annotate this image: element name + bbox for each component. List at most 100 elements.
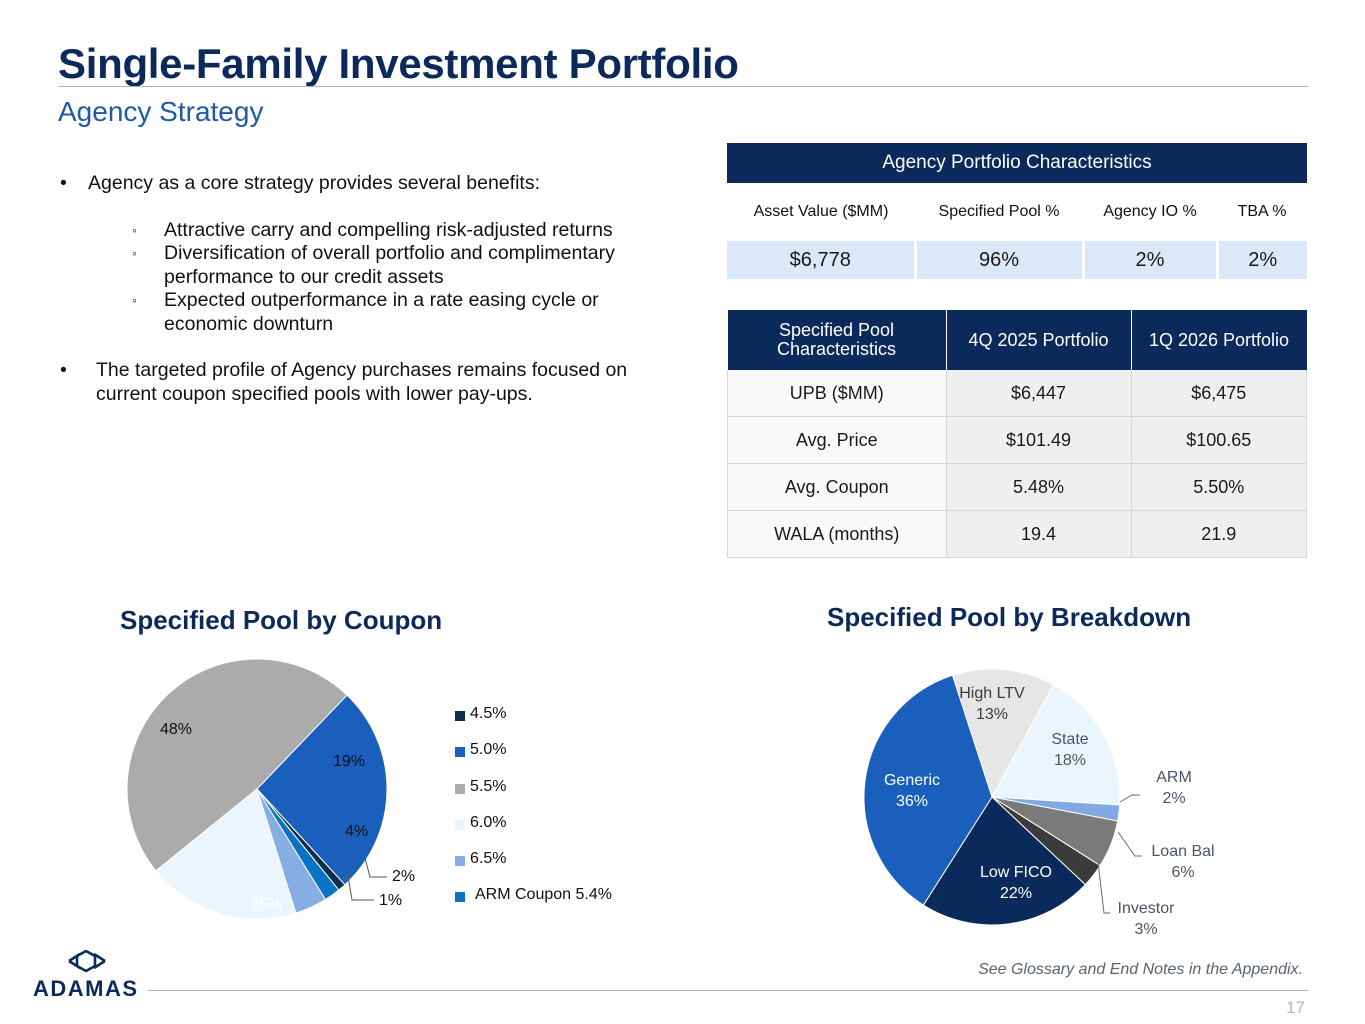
pie-slice — [256, 694, 388, 886]
sub-bullet-item: ◦ Attractive carry and compelling risk-ad… — [60, 219, 644, 243]
slice-label: 1% — [379, 892, 402, 909]
row-value-1q: $6,475 — [1131, 370, 1307, 417]
legend-label: 6.0% — [470, 813, 507, 831]
title-divider — [58, 86, 1308, 87]
slice-label: 19% — [333, 753, 365, 770]
leader-line — [1117, 831, 1142, 857]
row-value-1q: $100.65 — [1131, 416, 1307, 464]
slice-label: 6% — [1171, 864, 1194, 881]
row-value-1q: 21.9 — [1131, 510, 1307, 558]
row-value-4q: $101.49 — [946, 416, 1132, 464]
legend-label: 6.5% — [470, 850, 507, 868]
legend-swatch — [455, 892, 465, 903]
pie-slice — [256, 788, 340, 901]
legend-label: 5.5% — [470, 777, 507, 795]
agency-value-tba: 2% — [1217, 241, 1307, 279]
agency-portfolio-table: Agency Portfolio Characteristics Asset V… — [727, 143, 1307, 279]
legend-label: 4.5% — [470, 705, 507, 722]
agency-value-agency-io: 2% — [1083, 241, 1219, 279]
sub-bullet-text: Diversification of overall portfolio and… — [164, 242, 615, 288]
agency-col-tba: TBA % — [1237, 203, 1287, 220]
agency-col-asset-value: Asset Value ($MM) — [753, 203, 889, 220]
sub-bullet-text: Attractive carry and compelling risk-adj… — [164, 218, 613, 241]
row-value-4q: 19.4 — [946, 510, 1132, 558]
table-row: Avg. Price $101.49 $100.65 — [727, 416, 1307, 464]
footnote: See Glossary and End Notes in the Append… — [978, 961, 1303, 978]
spec-col-1q-2026: 1Q 2026 Portfolio — [1131, 310, 1307, 370]
slice-name: High LTV — [959, 685, 1025, 702]
circle-bullet-icon: ◦ — [132, 292, 137, 308]
pie-slice — [155, 788, 297, 920]
footer-divider — [148, 990, 1308, 991]
slice-label: 18% — [1054, 752, 1086, 769]
row-value-1q: 5.50% — [1131, 463, 1307, 511]
agency-value-specified-pool: 96% — [915, 241, 1085, 279]
specified-pool-table: Specified Pool Characteristics 4Q 2025 P… — [727, 310, 1307, 558]
legend-item: 6.5% — [455, 850, 612, 886]
leader-line — [364, 857, 387, 878]
bullet-text: The targeted profile of Agency purchases… — [96, 359, 628, 405]
slice-label: 48% — [160, 721, 192, 738]
row-label: Avg. Coupon — [727, 463, 947, 511]
legend-swatch — [455, 711, 465, 721]
circle-bullet-icon: ◦ — [132, 221, 137, 238]
pie-slice — [126, 658, 348, 872]
row-label: UPB ($MM) — [727, 370, 947, 417]
legend-label: 5.0% — [470, 741, 507, 759]
page-title: Single-Family Investment Portfolio — [58, 40, 739, 87]
legend-label: ARM Coupon 5.4% — [475, 886, 612, 904]
company-logo-text: ADAMAS — [33, 976, 139, 1001]
bullet-list: • Agency as a core strategy provides seve… — [60, 172, 660, 429]
spec-col-characteristics: Specified Pool Characteristics — [727, 310, 947, 370]
pie-slice — [922, 796, 1087, 926]
slice-label: 13% — [976, 706, 1008, 723]
slice-label: 3% — [1134, 921, 1157, 938]
leader-line — [346, 869, 374, 901]
bullet-icon: • — [60, 359, 67, 381]
breakdown-chart-title: Specified Pool by Breakdown — [827, 602, 1192, 632]
slice-label: 4% — [345, 823, 368, 840]
coupon-chart-title: Specified Pool by Coupon — [120, 605, 443, 635]
legend-item: 5.5% — [455, 778, 612, 814]
slice-name: State — [1051, 731, 1088, 748]
sub-bullet-item: ◦ Diversification of overall portfolio an… — [60, 242, 644, 289]
table-row: UPB ($MM) $6,447 $6,475 — [727, 370, 1307, 417]
spec-col-4q-2025: 4Q 2025 Portfolio — [946, 310, 1132, 370]
agency-table-title: Agency Portfolio Characteristics — [727, 143, 1307, 183]
table-row: WALA (months) 19.4 21.9 — [727, 510, 1307, 558]
legend-swatch — [455, 819, 465, 830]
legend-item: ARM Coupon 5.4% — [455, 886, 612, 922]
legend-swatch — [455, 783, 465, 794]
bullet-item: • The targeted profile of Agency purchase… — [60, 359, 660, 406]
legend-swatch — [455, 856, 465, 867]
leader-line — [1097, 861, 1110, 914]
pie-slice — [951, 668, 1055, 799]
table-row: Avg. Coupon 5.48% 5.50% — [727, 463, 1307, 511]
row-label: WALA (months) — [727, 510, 947, 558]
slice-name: Low FICO — [980, 864, 1052, 881]
row-label: Avg. Price — [727, 416, 947, 464]
sub-bullet-list: ◦ Attractive carry and compelling risk-ad… — [60, 219, 660, 337]
page-number: 17 — [1286, 998, 1305, 1017]
bullet-text: Agency as a core strategy provides sever… — [88, 172, 540, 194]
slice-name: Generic — [884, 772, 940, 789]
sub-bullet-item: ◦ Expected outperformance in a rate easin… — [60, 289, 644, 336]
sub-bullet-text: Expected outperformance in a rate easing… — [164, 289, 599, 335]
adamas-logo-icon — [68, 950, 106, 973]
slice-label: 36% — [896, 793, 928, 810]
breakdown-pie-chart: High LTV 13% State 18% ARM 2% Loan Bal 6% Invest… — [863, 668, 1215, 938]
pie-slice — [863, 674, 993, 906]
coupon-legend: 4.5% 5.0% 5.5% 6.0% 6.5% ARM Coupon 5.4% — [455, 705, 612, 923]
agency-value-asset: $6,778 — [727, 241, 917, 279]
leader-line — [1119, 794, 1140, 803]
legend-item: 4.5% — [455, 705, 612, 741]
row-value-4q: 5.48% — [946, 463, 1132, 511]
slice-name: Investor — [1118, 900, 1176, 917]
slice-label: 2% — [392, 868, 415, 885]
agency-col-agency-io: Agency IO % — [1103, 203, 1197, 220]
pie-slice — [991, 684, 1121, 806]
coupon-pie-chart: 1% 26% 48% 19% 4% 2% — [126, 658, 415, 920]
circle-bullet-icon: ◦ — [132, 245, 137, 261]
bullet-icon: • — [60, 172, 67, 194]
slice-label: 26% — [250, 896, 282, 913]
